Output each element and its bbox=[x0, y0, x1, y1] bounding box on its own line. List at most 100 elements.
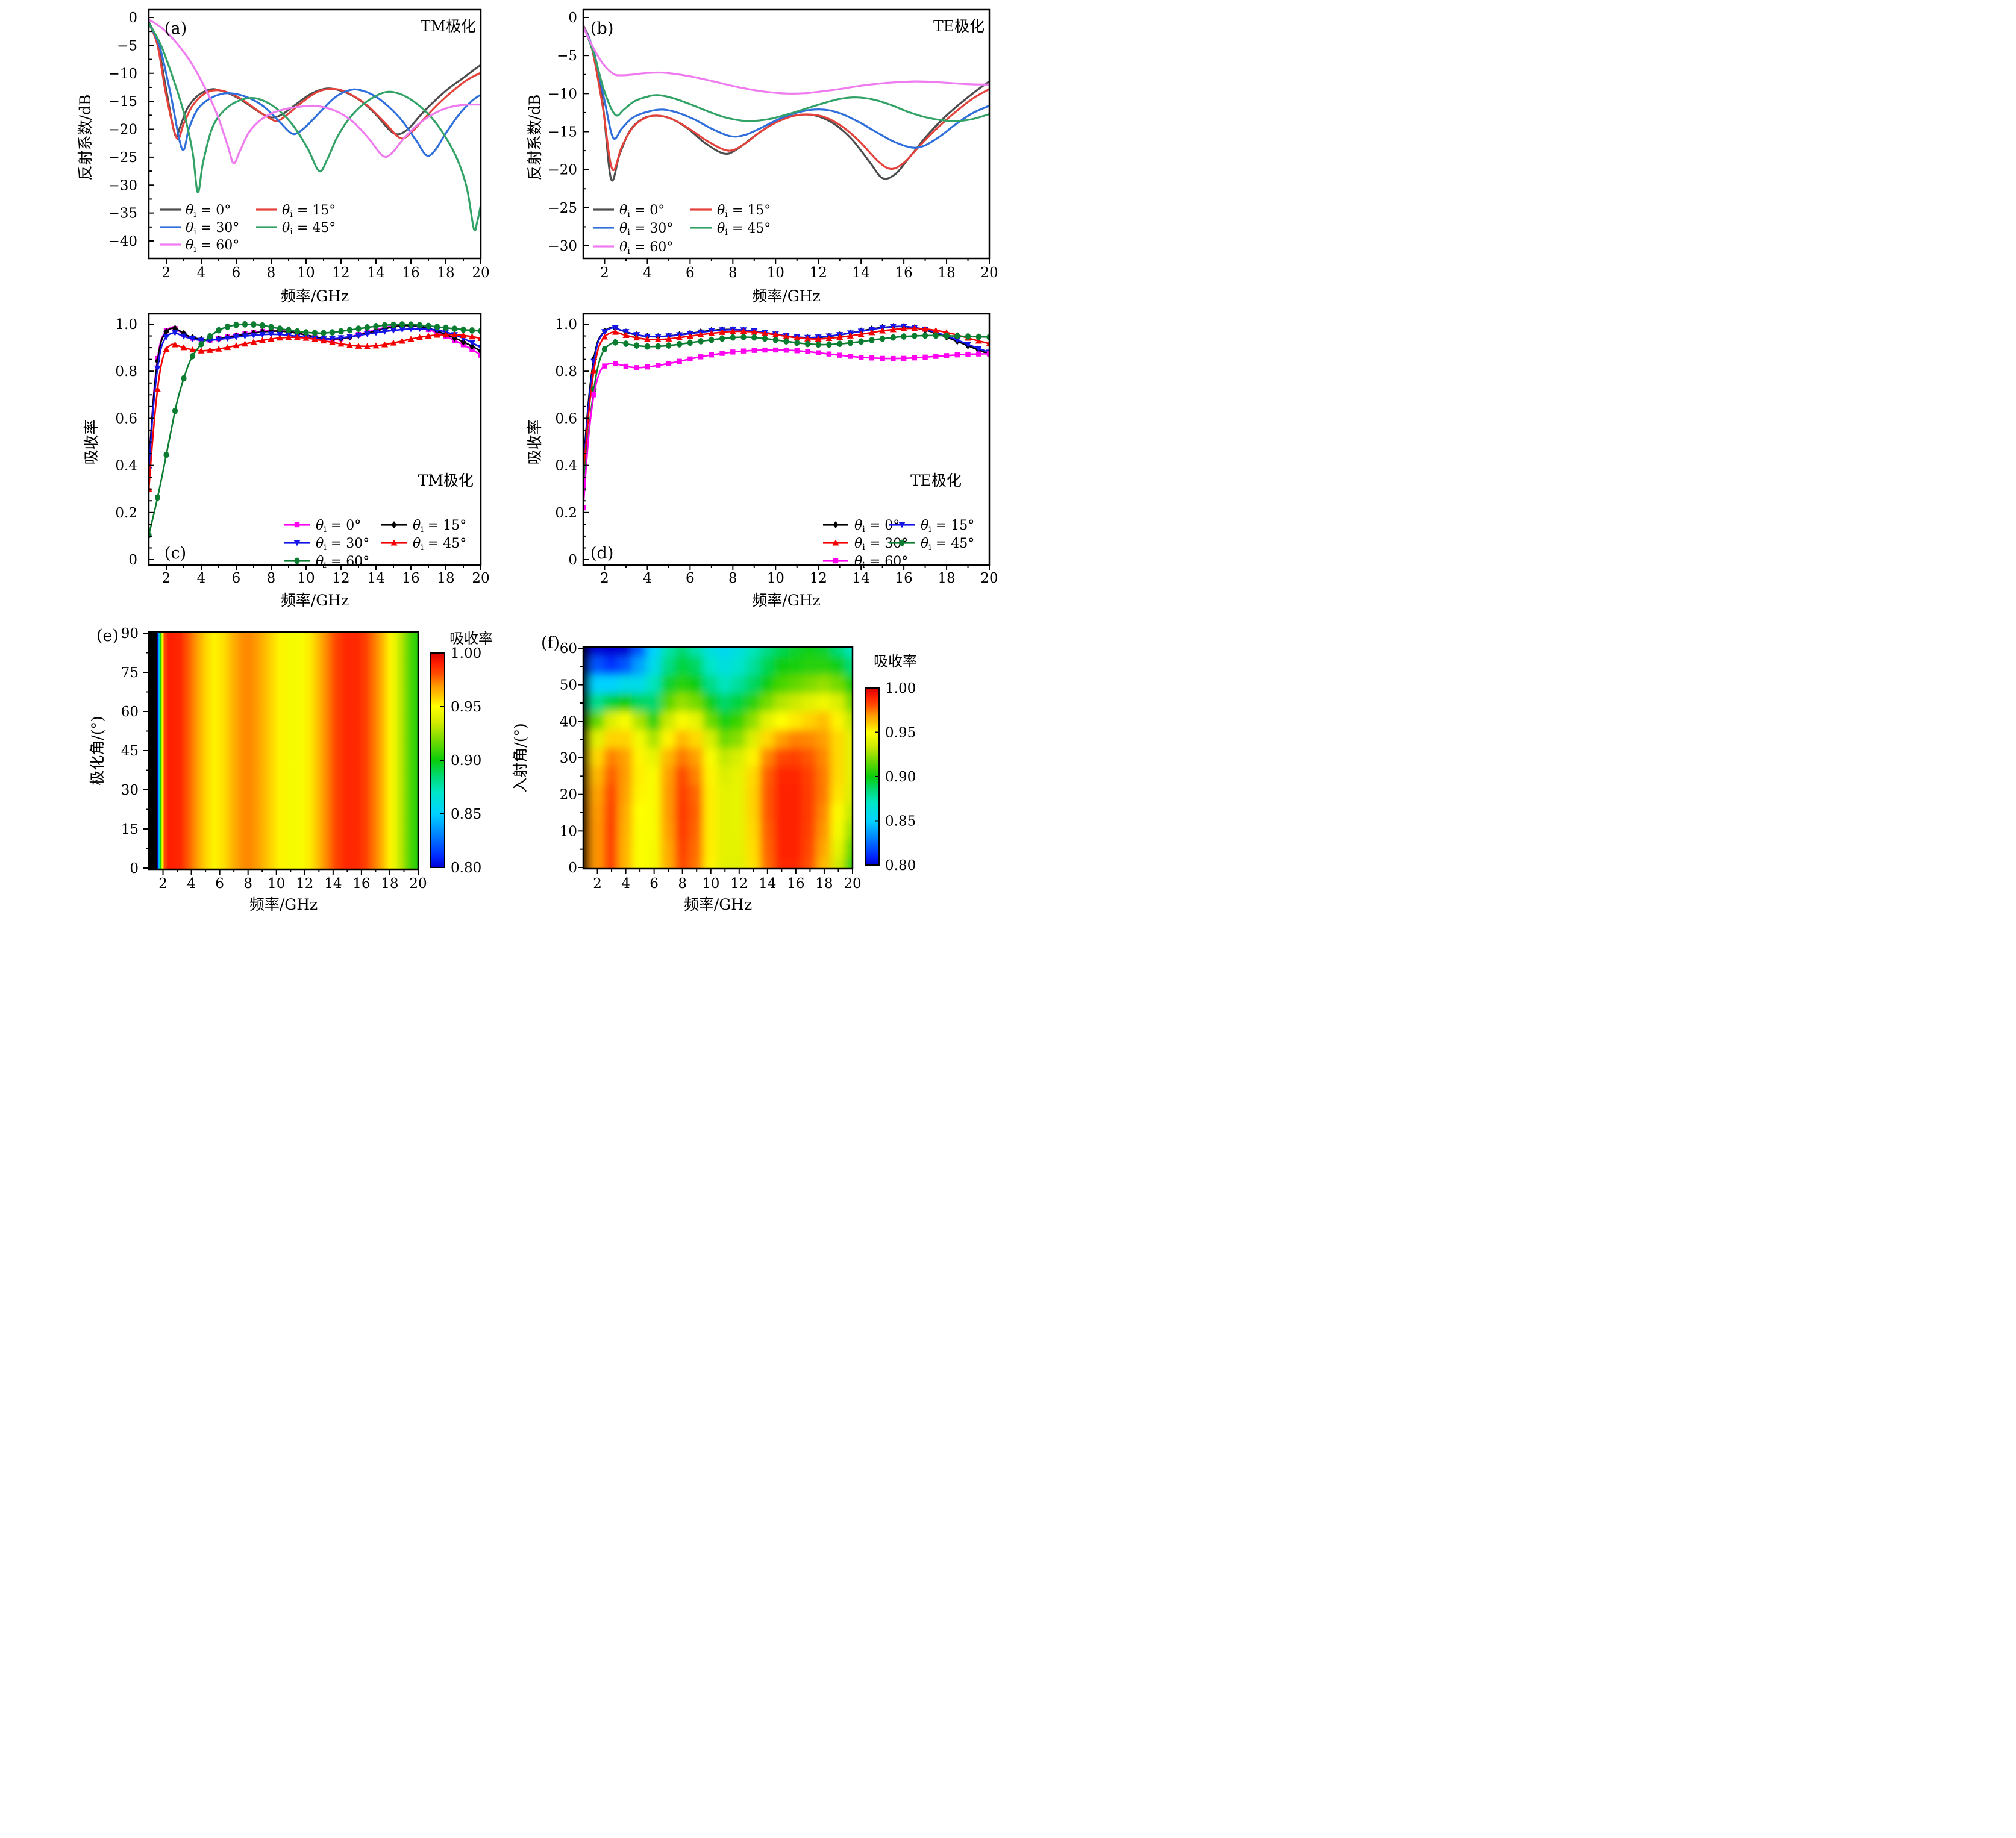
y-tick-label: 1.0 bbox=[115, 317, 137, 333]
legend: θi = 0° θi = 15° θi = 30° θi = 45° θi = 60° bbox=[593, 203, 771, 256]
marker-tri-down bbox=[215, 336, 222, 343]
x-tick-label: 4 bbox=[187, 876, 196, 892]
marker-circle bbox=[880, 335, 886, 342]
y-tick-label: −25 bbox=[108, 150, 137, 166]
x-tick-label: 14 bbox=[759, 876, 776, 892]
marker-square bbox=[478, 352, 481, 358]
marker-tri-up bbox=[879, 327, 886, 334]
chart-polarization-angle-map: 2 4 6 8 10 12 14 16 18 20 90 75 60 45 30 15 0 频率/GHz 极化角/(… bbox=[89, 626, 493, 913]
y-tick-label: 0 bbox=[568, 860, 577, 876]
panel-c-tm-absorptivity: 2 4 6 8 10 12 14 16 18 20 0 0.2 0.4 0.6 0.8 1.0 频率/GHz 吸收… bbox=[0, 306, 504, 612]
x-tick-label: 8 bbox=[728, 265, 737, 281]
marker-square bbox=[869, 355, 875, 361]
marker-square bbox=[826, 351, 832, 357]
x-axis-label: 频率/GHz bbox=[281, 287, 349, 305]
x-tick-label: 6 bbox=[686, 265, 695, 281]
chart-tm-reflection: 2 4 6 8 10 12 14 16 18 20 0 −5 −10 −15 −20 −25 −30 −35 −40… bbox=[77, 8, 490, 305]
x-tick-label: 20 bbox=[472, 265, 489, 281]
legend-item-label: θi = 15° bbox=[921, 518, 974, 534]
absorptivity-contour-map bbox=[583, 647, 853, 869]
marker-tri-up bbox=[364, 343, 371, 349]
marker-circle bbox=[975, 333, 981, 340]
x-tick-label: 6 bbox=[232, 265, 241, 281]
marker-square bbox=[794, 348, 800, 354]
marker-circle bbox=[612, 339, 618, 346]
y-tick-label: −30 bbox=[108, 178, 137, 193]
x-axis-label: 频率/GHz bbox=[249, 896, 318, 913]
polarization-corner-label: TE极化 bbox=[910, 472, 962, 489]
marker-tri-up bbox=[207, 346, 213, 353]
x-tick-label: 2 bbox=[158, 876, 167, 892]
y-tick-label: 0 bbox=[130, 861, 139, 877]
marker-tri-up bbox=[654, 336, 662, 343]
axes: 2 4 6 8 10 12 14 16 18 20 90 75 60 45 30 15 0 bbox=[121, 626, 427, 892]
marker-circle bbox=[858, 338, 864, 345]
x-tick-label: 4 bbox=[621, 876, 630, 892]
legend-item-label: θi = 0° bbox=[186, 203, 231, 219]
marker-tri-up bbox=[215, 345, 222, 352]
marker-tri-down bbox=[293, 540, 301, 546]
chart-te-reflection: 2 4 6 8 10 12 14 16 18 20 0 −5 −10 −15 −20 −25 −30 频率/GHz… bbox=[526, 8, 998, 305]
marker-circle bbox=[416, 322, 423, 329]
marker-square bbox=[783, 348, 789, 353]
panel-b-te-reflection: 2 4 6 8 10 12 14 16 18 20 0 −5 −10 −15 −20 −25 −30 频率/GHz… bbox=[504, 0, 1008, 306]
marker-circle bbox=[381, 322, 388, 329]
legend-item-label: θi = 30° bbox=[186, 220, 239, 237]
marker-tri-up bbox=[154, 386, 161, 392]
marker-circle bbox=[408, 321, 414, 328]
y-tick-label: −20 bbox=[548, 163, 577, 178]
y-tick-label: −10 bbox=[108, 66, 137, 82]
marker-tri-up bbox=[390, 339, 397, 346]
marker-tri-up bbox=[469, 333, 475, 340]
y-tick-label: 0.4 bbox=[555, 458, 577, 474]
marker-circle bbox=[294, 557, 300, 564]
colorbar-tick-label: 0.95 bbox=[885, 725, 916, 741]
marker-circle bbox=[772, 336, 778, 343]
marker-tri-down bbox=[469, 340, 475, 346]
marker-tri-up bbox=[277, 334, 283, 341]
marker-tri-up bbox=[836, 334, 844, 340]
legend-item-label: θi = 15° bbox=[282, 203, 336, 219]
colorbar-title: 吸收率 bbox=[449, 630, 493, 647]
series-line bbox=[149, 19, 481, 164]
marker-tri-up bbox=[622, 331, 630, 338]
legend-item-label: θi = 45° bbox=[282, 220, 336, 237]
marker-tri-down bbox=[407, 326, 415, 333]
marker-circle bbox=[294, 328, 301, 335]
marker-tri-down bbox=[242, 333, 248, 340]
y-tick-label: 75 bbox=[121, 665, 139, 681]
marker-square bbox=[591, 392, 596, 398]
marker-tri-up bbox=[708, 330, 715, 336]
marker-circle bbox=[154, 494, 161, 501]
legend-item-label: θi = 0° bbox=[316, 518, 361, 534]
y-tick-label: 0.6 bbox=[115, 411, 137, 427]
x-axis-label: 频率/GHz bbox=[752, 287, 820, 305]
marker-circle bbox=[469, 327, 475, 334]
marker-circle bbox=[329, 329, 336, 336]
x-tick-label: 14 bbox=[367, 570, 384, 586]
marker-tri-down bbox=[233, 334, 240, 340]
x-tick-label: 4 bbox=[643, 265, 652, 281]
marker-circle bbox=[286, 327, 292, 334]
marker-circle bbox=[847, 339, 854, 346]
panel-letter: (c) bbox=[164, 544, 186, 563]
x-tick-label: 8 bbox=[267, 570, 276, 586]
x-tick-label: 14 bbox=[853, 570, 870, 586]
marker-tri-up bbox=[868, 329, 875, 336]
marker-tri-down bbox=[372, 330, 380, 336]
marker-square bbox=[976, 351, 981, 357]
marker-tri-up bbox=[233, 342, 240, 349]
y-tick-label: −15 bbox=[108, 94, 137, 110]
marker-square bbox=[848, 354, 853, 359]
x-tick-label: 2 bbox=[600, 570, 609, 586]
marker-tri-up bbox=[643, 336, 651, 342]
marker-circle bbox=[443, 324, 449, 331]
y-tick-label: 0 bbox=[568, 10, 577, 26]
y-tick-label: 1.0 bbox=[555, 317, 577, 333]
marker-circle bbox=[460, 326, 466, 333]
marker-tri-down bbox=[207, 337, 213, 344]
marker-circle bbox=[869, 337, 875, 343]
marker-tri-up bbox=[590, 367, 598, 374]
marker-square bbox=[719, 351, 725, 356]
marker-circle bbox=[216, 327, 222, 334]
